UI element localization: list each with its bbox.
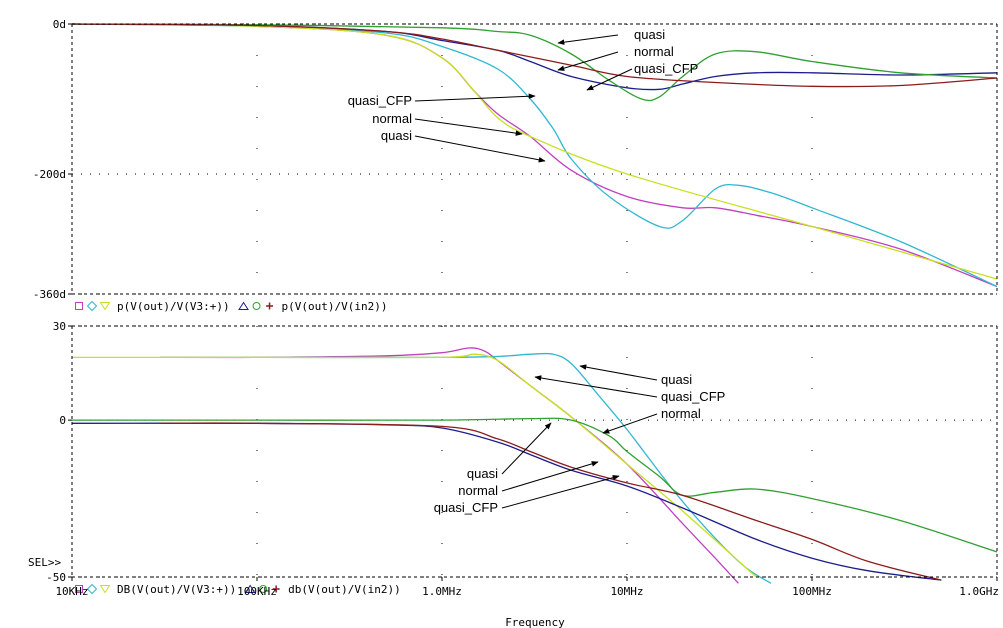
text-layer: 0d -200d -360d p(V(out)/V(V3:+)) p(V(out)/V(… [28, 18, 999, 628]
series-line-red [71, 23, 998, 88]
y-tick-label: -200d [33, 168, 66, 181]
sel-marker: SEL>> [28, 556, 61, 569]
series-line-cyan [160, 352, 772, 584]
trace-annotation-label: quasi_CFP [661, 389, 725, 404]
legend-marker-circle [252, 302, 261, 310]
trace-annotation-label: normal [458, 483, 498, 498]
y-tick-label: 0 [59, 414, 66, 427]
x-tick-label: 100MHz [792, 585, 832, 598]
legend-marker-plus [266, 302, 274, 310]
legend-marker-diamond [86, 583, 98, 595]
series-line-magenta [160, 347, 739, 584]
legend-trace-expression: db(V(out)/V(in2)) [288, 583, 401, 596]
legend-marker-triangle-up [238, 301, 249, 310]
annotation-arrow [501, 474, 620, 509]
x-tick-label: 1.0GHz [959, 585, 999, 598]
y-tick-label: -360d [33, 288, 66, 301]
legend-marker-plus [272, 585, 280, 593]
annotation-arrow [602, 413, 658, 434]
annotation-arrow [414, 93, 536, 102]
trace-annotation-label: quasi [634, 27, 665, 42]
x-tick-label: 1.0MHz [422, 585, 462, 598]
legend-marker-diamond [86, 300, 98, 312]
x-tick-label: 10MHz [610, 585, 643, 598]
annotation-arrow [414, 118, 523, 136]
annotation-arrow [579, 364, 658, 381]
series-line-green [72, 417, 998, 553]
frame-layer [68, 23, 998, 581]
trace-annotation-label: quasi [661, 372, 692, 387]
annotation-arrow [414, 135, 546, 163]
x-axis-label: Frequency [505, 616, 565, 628]
legend-marker-square [75, 585, 83, 593]
annotation-arrow [501, 461, 599, 492]
series-line-blue [71, 422, 942, 581]
annotation-layer: quasinormalquasi_CFPquasi_CFPnormalquasi… [348, 27, 726, 515]
annotation-arrow [557, 51, 619, 71]
annotation-arrow [534, 375, 658, 398]
trace-annotation-label: quasi [381, 128, 412, 143]
trace-annotation-label: quasi_CFP [348, 93, 412, 108]
series-line-yellow [71, 23, 998, 280]
legend-trace-expression: DB(V(out)/V(V3:+)) [117, 583, 236, 596]
series-line-cyan [71, 23, 998, 288]
series-line-green [71, 23, 998, 102]
trace-annotation-label: normal [634, 44, 674, 59]
legend-trace-expression: p(V(out)/V(V3:+)) [117, 300, 230, 313]
annotation-arrow [557, 34, 619, 45]
y-tick-label: 30 [53, 320, 66, 333]
legend-marker-triangle-up [244, 584, 256, 593]
y-tick-label: -50 [46, 571, 66, 584]
series-layer [71, 23, 998, 584]
legend-marker-triangle-down [99, 585, 111, 594]
legend-trace-expression: p(V(out)/V(in2)) [282, 300, 388, 313]
series-line-yellow [72, 353, 757, 578]
annotation-arrow [586, 68, 633, 91]
legend-marker-square [75, 302, 83, 310]
trace-annotation-label: quasi_CFP [634, 61, 698, 76]
trace-annotation-label: quasi_CFP [434, 500, 498, 515]
trace-annotation-label: normal [372, 111, 412, 126]
annotation-arrow [501, 422, 552, 475]
legend-marker-circle [259, 585, 268, 593]
trace-annotation-label: quasi [467, 466, 498, 481]
legend-marker-triangle-down [99, 302, 111, 311]
series-line-blue [71, 23, 998, 91]
x-tick-label: 10KHz [55, 585, 88, 598]
y-tick-label: 0d [53, 18, 66, 31]
series-line-red [160, 422, 942, 581]
trace-annotation-label: normal [661, 406, 701, 421]
x-tick-label: 100KHz [237, 585, 277, 598]
